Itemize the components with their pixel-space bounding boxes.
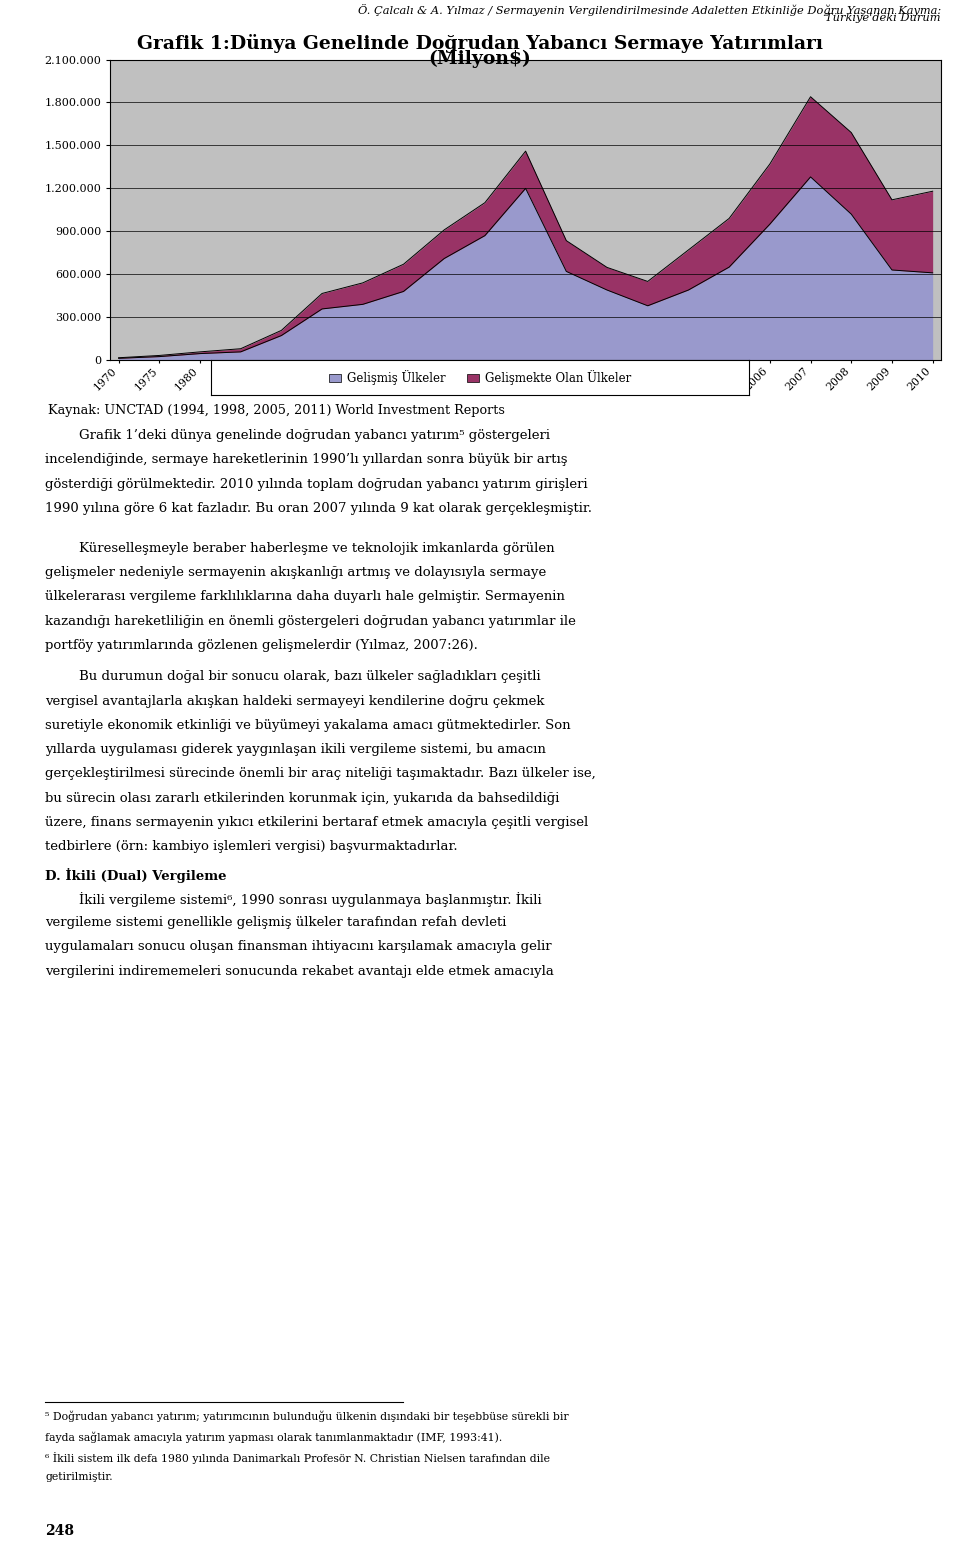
Text: ⁶ İkili sistem ilk defa 1980 yılında Danimarkalı Profesör N. Christian Nielsen t: ⁶ İkili sistem ilk defa 1980 yılında Dan…	[45, 1452, 550, 1464]
Text: incelendiğinde, sermaye hareketlerinin 1990’lı yıllardan sonra büyük bir artış: incelendiğinde, sermaye hareketlerinin 1…	[45, 454, 567, 467]
Text: İkili vergileme sistemi⁶, 1990 sonrası uygulanmaya başlanmıştır. İkili: İkili vergileme sistemi⁶, 1990 sonrası u…	[45, 891, 541, 907]
Text: getirilmiştir.: getirilmiştir.	[45, 1472, 112, 1481]
Text: vergisel avantajlarla akışkan haldeki sermayeyi kendilerine doğru çekmek: vergisel avantajlarla akışkan haldeki se…	[45, 694, 544, 708]
Text: Kaynak: UNCTAD (1994, 1998, 2005, 2011) World Investment Reports: Kaynak: UNCTAD (1994, 1998, 2005, 2011) …	[48, 404, 505, 417]
Text: Grafik 1:Dünya Genelinde Doğrudan Yabancı Sermaye Yatırımları: Grafik 1:Dünya Genelinde Doğrudan Yabanc…	[137, 34, 823, 53]
Text: fayda sağlamak amacıyla yatırım yapması olarak tanımlanmaktadır (IMF, 1993:41).: fayda sağlamak amacıyla yatırım yapması …	[45, 1431, 502, 1442]
Text: vergilerini indirememeleri sonucunda rekabet avantajı elde etmek amacıyla: vergilerini indirememeleri sonucunda rek…	[45, 965, 554, 977]
Text: gerçekleştirilmesi sürecinde önemli bir araç niteliği taşımaktadır. Bazı ülkeler: gerçekleştirilmesi sürecinde önemli bir …	[45, 767, 596, 780]
Text: D. İkili (Dual) Vergileme: D. İkili (Dual) Vergileme	[45, 868, 227, 883]
Text: kazandığı hareketliliğin en önemli göstergeleri doğrudan yabancı yatırımlar ile: kazandığı hareketliliğin en önemli göste…	[45, 614, 576, 628]
Text: uygulamaları sonucu oluşan finansman ihtiyacını karşılamak amacıyla gelir: uygulamaları sonucu oluşan finansman iht…	[45, 940, 552, 954]
Text: vergileme sistemi genellikle gelişmiş ülkeler tarafından refah devleti: vergileme sistemi genellikle gelişmiş ül…	[45, 916, 507, 929]
Text: Ö. Çalcalı & A. Yılmaz / Sermayenin Vergilendirilmesinde Adaletten Etkinliğe Doğ: Ö. Çalcalı & A. Yılmaz / Sermayenin Verg…	[357, 3, 941, 16]
Text: (Milyon$): (Milyon$)	[428, 50, 532, 69]
Text: Küreselleşmeyle beraber haberleşme ve teknolojik imkanlarda görülen: Küreselleşmeyle beraber haberleşme ve te…	[45, 542, 555, 554]
Text: Bu durumun doğal bir sonucu olarak, bazı ülkeler sağladıkları çeşitli: Bu durumun doğal bir sonucu olarak, bazı…	[45, 670, 540, 683]
Text: üzere, finans sermayenin yıkıcı etkilerini bertaraf etmek amacıyla çeşitli vergi: üzere, finans sermayenin yıkıcı etkileri…	[45, 816, 588, 828]
Text: ⁵ Doğrudan yabancı yatırım; yatırımcının bulunduğu ülkenin dışındaki bir teşebbü: ⁵ Doğrudan yabancı yatırım; yatırımcının…	[45, 1411, 568, 1422]
Text: Türkiye'deki Durum: Türkiye'deki Durum	[826, 13, 941, 23]
Text: Grafik 1’deki dünya genelinde doğrudan yabancı yatırım⁵ göstergeleri: Grafik 1’deki dünya genelinde doğrudan y…	[45, 429, 550, 442]
Text: gelişmeler nedeniyle sermayenin akışkanlığı artmış ve dolayısıyla sermaye: gelişmeler nedeniyle sermayenin akışkanl…	[45, 565, 546, 579]
Text: 248: 248	[45, 1524, 74, 1538]
Text: 1990 yılına göre 6 kat fazladır. Bu oran 2007 yılında 9 kat olarak gerçekleşmişt: 1990 yılına göre 6 kat fazladır. Bu oran…	[45, 501, 592, 515]
Text: suretiyle ekonomik etkinliği ve büyümeyi yakalama amacı gütmektedirler. Son: suretiyle ekonomik etkinliği ve büyümeyi…	[45, 719, 571, 731]
Text: portföy yatırımlarında gözlenen gelişmelerdir (Yılmaz, 2007:26).: portföy yatırımlarında gözlenen gelişmel…	[45, 639, 478, 651]
Text: bu sürecin olası zararlı etkilerinden korunmak için, yukarıda da bahsedildiği: bu sürecin olası zararlı etkilerinden ko…	[45, 792, 560, 805]
Legend: Gelişmiş Ülkeler, Gelişmekte Olan Ülkeler: Gelişmiş Ülkeler, Gelişmekte Olan Ülkele…	[324, 365, 636, 390]
Text: ülkelerarası vergileme farklılıklarına daha duyarlı hale gelmiştir. Sermayenin: ülkelerarası vergileme farklılıklarına d…	[45, 590, 565, 603]
Text: gösterdiği görülmektedir. 2010 yılında toplam doğrudan yabancı yatırım girişleri: gösterdiği görülmektedir. 2010 yılında t…	[45, 478, 588, 490]
Text: yıllarda uygulaması giderek yaygınlaşan ikili vergileme sistemi, bu amacın: yıllarda uygulaması giderek yaygınlaşan …	[45, 742, 546, 756]
Text: tedbirlere (örn: kambiyo işlemleri vergisi) başvurmaktadırlar.: tedbirlere (örn: kambiyo işlemleri vergi…	[45, 839, 458, 853]
